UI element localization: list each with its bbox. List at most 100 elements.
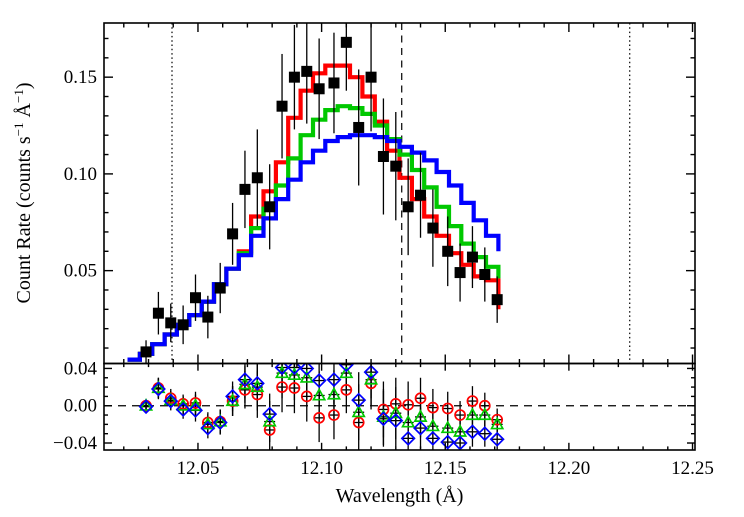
residual-green-marker (326, 386, 342, 400)
residual-blue-marker (163, 393, 179, 409)
data-point-square (152, 307, 164, 319)
residual-green-marker (287, 367, 302, 381)
residual-red-marker (491, 413, 504, 426)
data-point-square (415, 189, 427, 201)
residual-panel-frame (103, 362, 696, 451)
ytick-label: 0.05 (64, 261, 97, 282)
data-point-square (202, 311, 214, 323)
data-point-square (313, 83, 325, 95)
xtick-label: 12.10 (300, 458, 343, 479)
residual-red-marker (466, 395, 479, 407)
data-point-square (165, 317, 177, 329)
data-point-square (353, 121, 365, 133)
data-point-square (189, 292, 201, 304)
data-point-square (239, 183, 251, 195)
residual-blue-marker (326, 372, 342, 388)
data-point-square (466, 251, 478, 263)
residual-green-marker (339, 365, 354, 379)
residual-green-marker (151, 380, 166, 394)
residual-blue-marker (351, 392, 367, 408)
xtick-label: 12.05 (177, 458, 220, 479)
residual-blue-marker (138, 399, 154, 415)
residual-blue-marker (299, 363, 315, 376)
residual-red-marker (328, 409, 340, 421)
xtick-label: 12.15 (424, 458, 467, 479)
residual-red-marker (300, 390, 313, 403)
spectrum-panel-content (127, 23, 631, 364)
residual-red-marker (427, 401, 439, 414)
residual-green-marker (401, 414, 416, 428)
xtick-label: 12.20 (548, 458, 591, 479)
residual-blue-marker (200, 420, 216, 436)
data-point-square (264, 201, 276, 213)
data-point-square (427, 222, 439, 234)
residual-blue-marker (489, 431, 505, 447)
residual-blue-marker (175, 401, 191, 417)
residual-green-marker (139, 397, 154, 411)
residual-blue-marker (363, 364, 379, 380)
residual-blue-marker (187, 402, 203, 418)
residual-red-marker (313, 411, 325, 424)
residual-blue-marker (249, 375, 265, 391)
data-point-square (377, 150, 389, 162)
residual-green-marker (299, 369, 314, 383)
residual-green-marker (440, 420, 455, 434)
data-point-square (340, 36, 352, 48)
data-point-square (442, 245, 454, 257)
y-axis-title: Count Rate (counts s−1 Å−1) (11, 82, 35, 303)
ytick-label: 0.15 (64, 67, 97, 88)
residual-blue-marker (425, 430, 441, 446)
residual-green-marker (351, 404, 366, 418)
residual-blue-marker (286, 363, 302, 376)
residual-blue-marker (388, 413, 404, 429)
data-point-square (227, 228, 239, 240)
residual-red-marker (377, 403, 390, 416)
data-point-square (491, 294, 503, 306)
residual-blue-marker (150, 381, 166, 397)
residual-green-marker (262, 413, 277, 427)
data-point-square (402, 201, 414, 213)
residual-blue-marker (237, 372, 253, 388)
residual-green-marker (163, 392, 178, 406)
residual-green-marker (364, 371, 379, 385)
residual-red-marker (441, 402, 454, 415)
residual-blue-marker (400, 430, 416, 446)
residual-ytick-label: 0.00 (64, 396, 97, 417)
residual-blue-marker (413, 420, 429, 436)
residual-red-marker (414, 392, 427, 405)
residual-green-marker (213, 413, 228, 427)
residual-green-marker (312, 387, 327, 401)
residual-blue-marker (477, 426, 493, 442)
residual-blue-marker (274, 363, 290, 376)
residual-red-marker (288, 382, 301, 394)
residual-red-marker (340, 384, 353, 396)
residual-blue-marker (375, 411, 391, 427)
residual-green-marker (425, 418, 440, 432)
data-point-square (365, 71, 377, 83)
residual-green-marker (477, 407, 492, 421)
model-blue (127, 133, 501, 362)
data-point-square (390, 160, 402, 172)
residual-red-marker (402, 398, 415, 411)
axis-ticks (104, 23, 695, 450)
residual-blue-marker (262, 406, 278, 422)
residual-green-marker (490, 416, 505, 430)
residual-blue-marker (440, 434, 456, 450)
ytick-label: 0.10 (64, 164, 97, 185)
residual-blue-marker (212, 415, 228, 431)
residual-blue-marker (464, 424, 480, 440)
data-point-square (328, 77, 340, 89)
data-point-square (301, 65, 313, 77)
residual-blue-marker (338, 363, 354, 373)
data-point-square (479, 269, 491, 281)
residual-green-marker (465, 407, 480, 421)
residual-red-marker (352, 416, 365, 429)
data-point-square (177, 319, 189, 331)
residual-red-marker (189, 397, 202, 409)
residual-ytick-label: −0.04 (53, 433, 97, 454)
residual-ytick-label: 0.04 (64, 358, 98, 379)
residual-blue-marker (225, 388, 241, 404)
data-point-square (276, 100, 288, 112)
